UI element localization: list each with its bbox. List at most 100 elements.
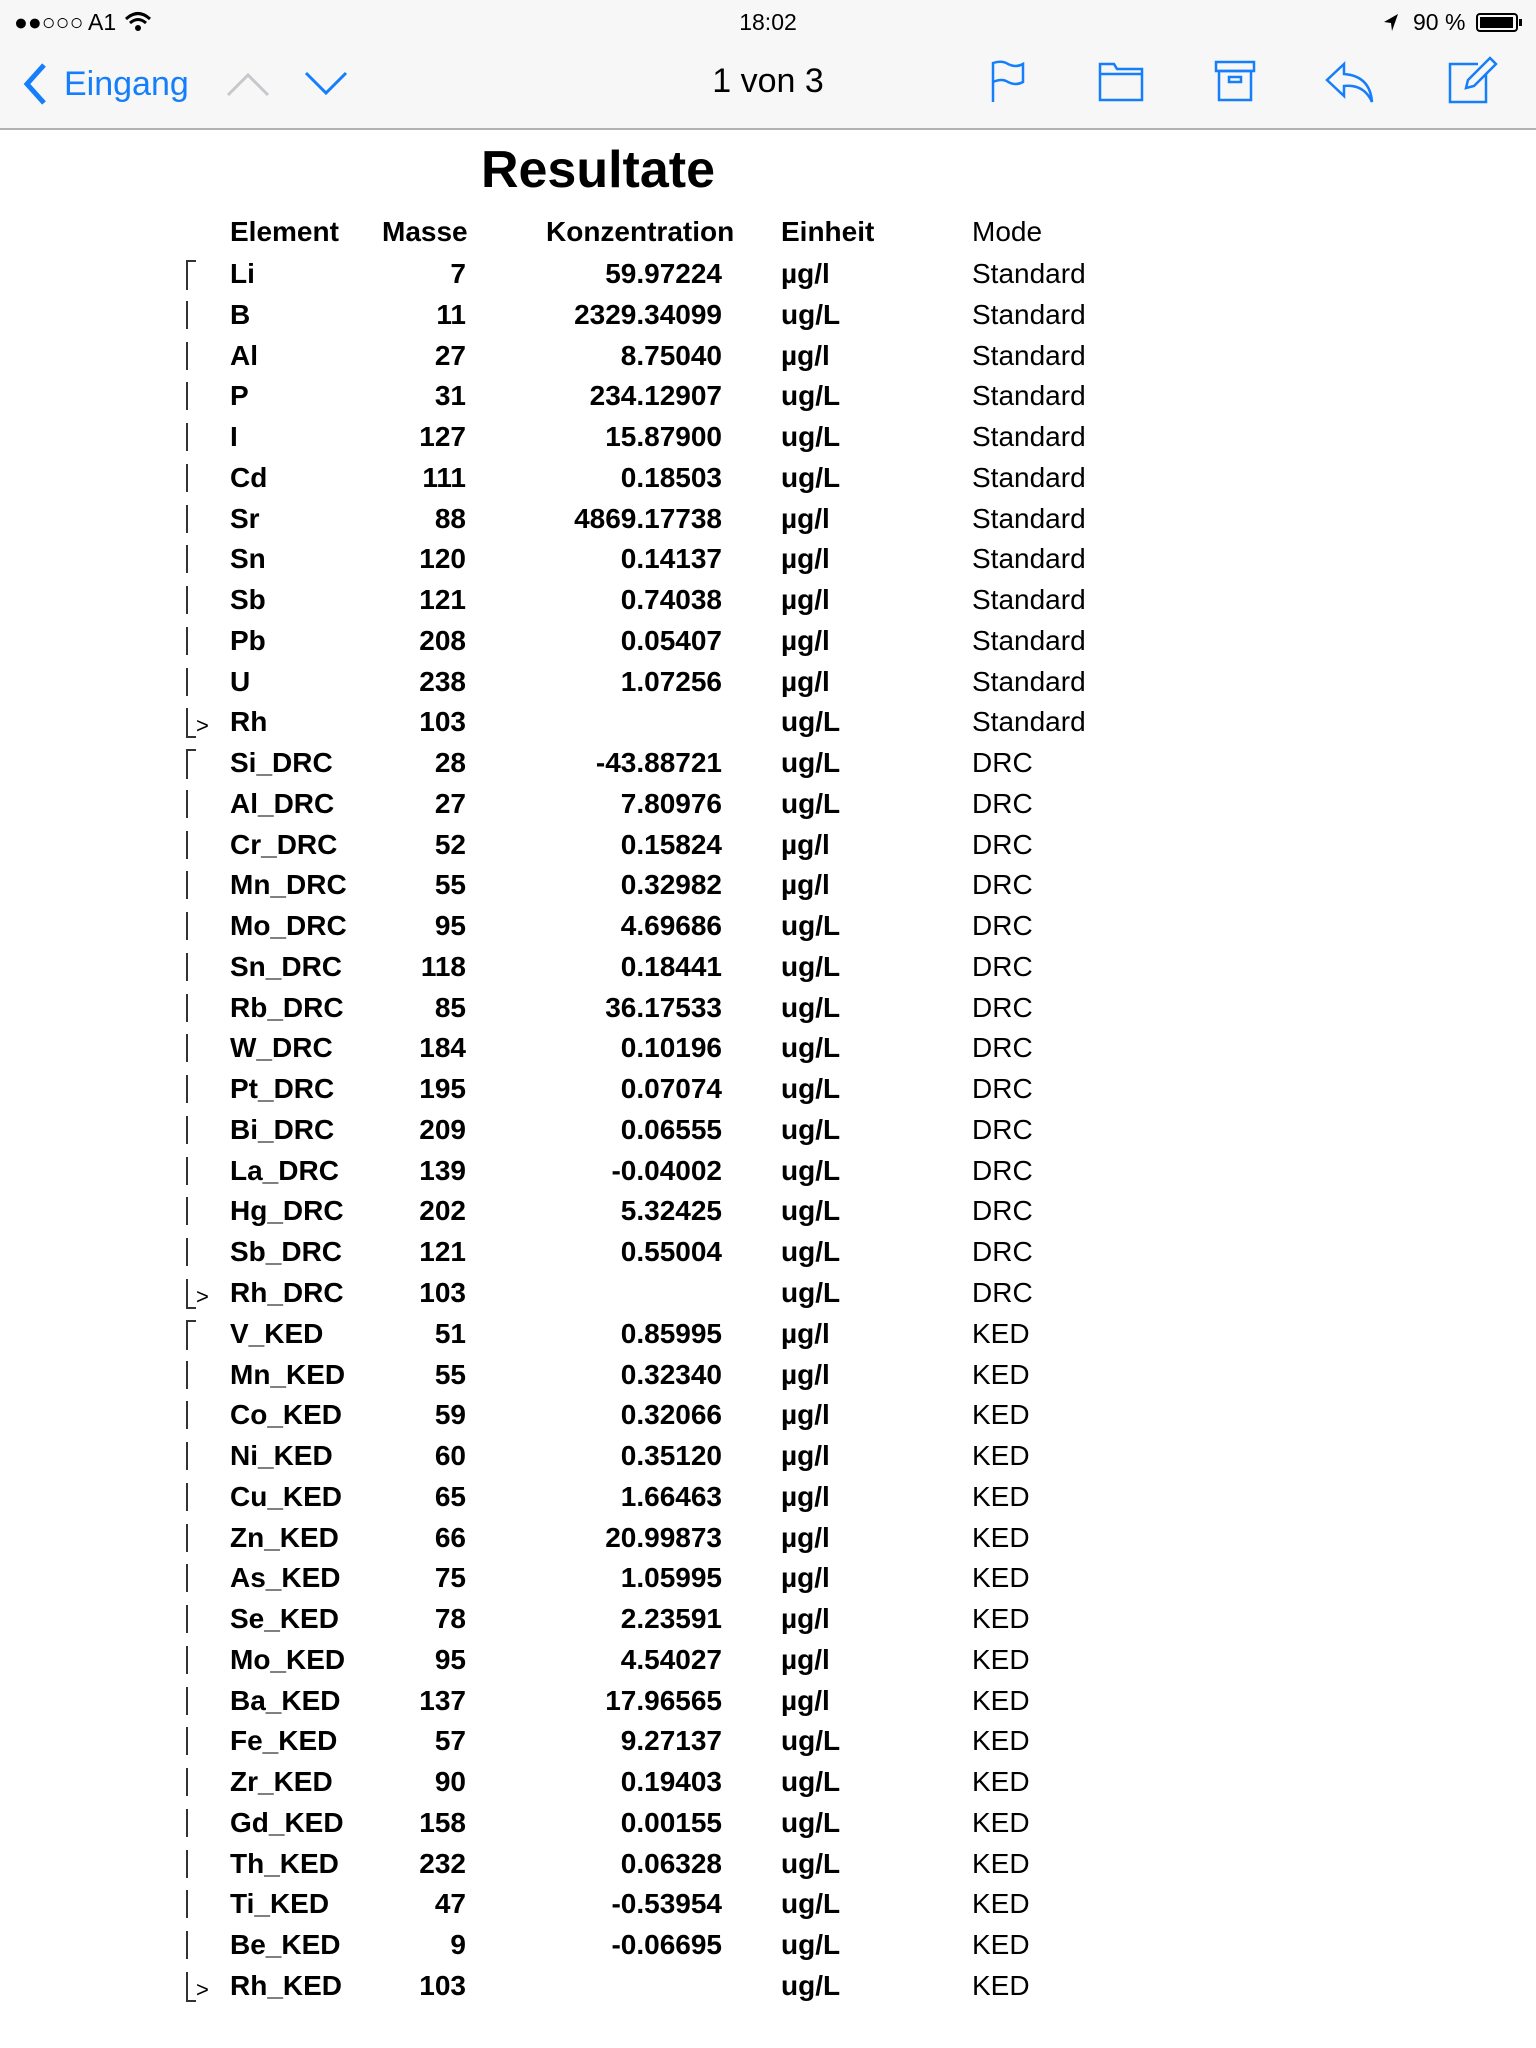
cell-element: Sb — [230, 584, 266, 616]
cell-konzentration: 7.80976 — [620, 787, 722, 819]
group-bracket — [186, 708, 196, 739]
cell-einheit: µg/l — [781, 1358, 830, 1390]
cell-konzentration: 0.00155 — [620, 1806, 722, 1838]
cell-mode: KED — [972, 1317, 1030, 1349]
table-row: Be_KED 9 -0.06695 ug/L KED — [0, 1925, 1536, 1965]
cell-masse: 120 — [419, 543, 466, 575]
group-bracket — [186, 626, 196, 655]
location-arrow-icon — [1380, 4, 1400, 40]
group-bracket — [186, 871, 196, 900]
cell-mode: Standard — [972, 339, 1086, 371]
cell-einheit: ug/L — [781, 1073, 841, 1105]
cell-mode: KED — [972, 1521, 1030, 1553]
back-button[interactable]: Eingang — [22, 60, 189, 108]
cell-mode: KED — [972, 1888, 1030, 1920]
wifi-icon — [124, 4, 152, 40]
cell-konzentration: 0.55004 — [620, 1236, 722, 1268]
cell-konzentration: -0.04002 — [611, 1154, 722, 1186]
flag-button[interactable] — [990, 60, 1026, 109]
cell-mode: DRC — [972, 910, 1033, 942]
cell-masse: 137 — [419, 1684, 466, 1716]
chevron-up-icon — [226, 72, 270, 97]
cell-element: Ba_KED — [230, 1684, 341, 1716]
archive-box-icon — [1214, 60, 1256, 102]
cell-einheit: ug/L — [781, 1847, 841, 1879]
cell-element: Zn_KED — [230, 1521, 339, 1553]
cell-mode: Standard — [972, 461, 1086, 493]
cell-einheit: ug/L — [781, 910, 841, 942]
move-to-folder-button[interactable] — [1098, 62, 1144, 107]
compose-icon — [1448, 56, 1498, 104]
previous-message-button[interactable] — [226, 70, 270, 103]
cell-masse: 75 — [434, 1562, 466, 1594]
table-row: Mo_DRC 95 4.69686 ug/L DRC — [0, 906, 1536, 946]
cell-mode: KED — [972, 1969, 1030, 2001]
cell-mode: KED — [972, 1929, 1030, 1961]
cell-element: Rh_KED — [230, 1969, 343, 2001]
archive-button[interactable] — [1214, 60, 1256, 107]
cell-element: Fe_KED — [230, 1725, 338, 1757]
table-row: Sn 120 0.14137 µg/l Standard — [0, 539, 1536, 579]
group-bracket — [186, 1645, 196, 1674]
table-row: Sn_DRC 118 0.18441 ug/L DRC — [0, 947, 1536, 987]
cell-element: Se_KED — [230, 1603, 339, 1635]
table-row: Se_KED 78 2.23591 µg/l KED — [0, 1599, 1536, 1639]
clock: 18:02 — [739, 9, 797, 35]
cell-element: Pb — [230, 624, 266, 656]
cell-masse: 59 — [434, 1399, 466, 1431]
cell-konzentration: 1.07256 — [620, 665, 722, 697]
group-bracket — [186, 1279, 196, 1309]
cell-mode: Standard — [972, 298, 1086, 330]
cell-mode: DRC — [972, 1154, 1033, 1186]
cell-masse: 158 — [419, 1806, 466, 1838]
table-row: V_KED 51 0.85995 µg/l KED — [0, 1314, 1536, 1354]
table-row: Cr_DRC 52 0.15824 µg/l DRC — [0, 825, 1536, 865]
table-row: Cu_KED 65 1.66463 µg/l KED — [0, 1477, 1536, 1517]
cell-konzentration: 5.32425 — [620, 1195, 722, 1227]
cell-mode: Standard — [972, 380, 1086, 412]
cell-mode: KED — [972, 1766, 1030, 1798]
cell-konzentration: 4869.17738 — [574, 502, 722, 534]
cell-masse: 103 — [419, 1277, 466, 1308]
reply-button[interactable] — [1324, 60, 1376, 109]
cell-konzentration: 9.27137 — [620, 1725, 722, 1757]
table-row: Bi_DRC 209 0.06555 ug/L DRC — [0, 1110, 1536, 1150]
cell-mode: DRC — [972, 747, 1033, 779]
group-bracket — [186, 1686, 196, 1715]
cell-element: Zr_KED — [230, 1766, 333, 1798]
table-row: Ba_KED 137 17.96565 µg/l KED — [0, 1681, 1536, 1721]
group-bracket — [186, 830, 196, 859]
cell-element: Rh_DRC — [230, 1277, 344, 1308]
table-row: Sb 121 0.74038 µg/l Standard — [0, 580, 1536, 620]
group-bracket — [186, 749, 196, 780]
cell-mode: DRC — [972, 1032, 1033, 1064]
cell-konzentration: 0.07074 — [620, 1073, 722, 1105]
next-message-button[interactable] — [304, 70, 348, 103]
cell-element: As_KED — [230, 1562, 341, 1594]
cell-mode: DRC — [972, 1113, 1033, 1145]
cell-masse: 121 — [419, 584, 466, 616]
table-row: P 31 234.12907 ug/L Standard — [0, 376, 1536, 416]
cell-einheit: µg/l — [781, 1562, 830, 1594]
cell-einheit: ug/L — [781, 380, 841, 412]
cell-konzentration: 1.05995 — [620, 1562, 722, 1594]
cell-element: Rb_DRC — [230, 991, 344, 1023]
cell-element: Ti_KED — [230, 1888, 330, 1920]
cell-mode: DRC — [972, 991, 1033, 1023]
compose-button[interactable] — [1448, 56, 1498, 109]
folder-icon — [1098, 62, 1144, 102]
cell-einheit: ug/L — [781, 787, 841, 819]
group-bracket — [186, 912, 196, 941]
top-bar: ●●○○○ A1 18:02 90 % Eingang 1 von 3 — [0, 0, 1536, 130]
cell-mode: KED — [972, 1440, 1030, 1472]
cell-masse: 7 — [450, 258, 466, 289]
table-row: Al 27 8.75040 µg/l Standard — [0, 336, 1536, 376]
cell-konzentration: 59.97224 — [605, 258, 722, 289]
cell-masse: 238 — [419, 665, 466, 697]
cell-konzentration: 0.10196 — [620, 1032, 722, 1064]
cell-masse: 28 — [434, 747, 466, 779]
cell-masse: 208 — [419, 624, 466, 656]
group-bracket — [186, 1768, 196, 1797]
cell-einheit: µg/l — [781, 258, 830, 289]
cell-masse: 31 — [434, 380, 466, 412]
